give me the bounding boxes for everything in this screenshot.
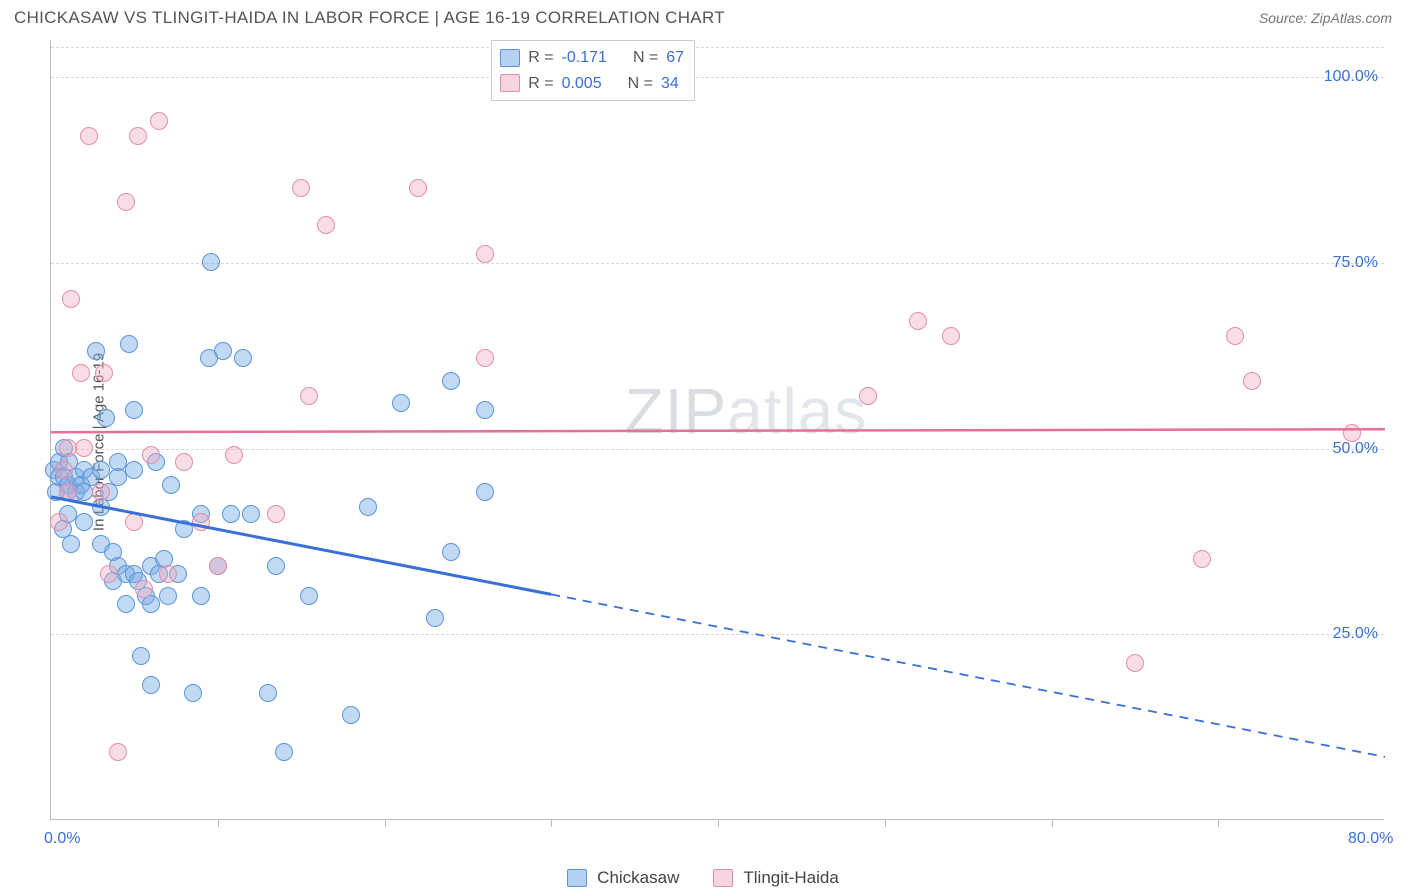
r-value: 0.005 <box>562 71 602 97</box>
trend-line-pink <box>51 429 1385 432</box>
correlation-chart: In Labor Force | Age 16-19 25.0%50.0%75.… <box>14 32 1392 852</box>
x-tick-label: 0.0% <box>44 830 80 848</box>
x-tick <box>385 819 386 827</box>
x-tick <box>218 819 219 827</box>
x-tick-label: 80.0% <box>1348 830 1393 848</box>
legend-label: Tlingit-Haida <box>743 868 838 888</box>
r-label: R = <box>528 71 553 97</box>
trend-line-blue-extrapolated <box>551 594 1385 757</box>
plot-area: 25.0%50.0%75.0%100.0%ZIPatlasR =-0.171N … <box>50 40 1384 820</box>
swatch-pink <box>713 869 733 887</box>
stats-row-blue: R = -0.171 N = 67 <box>500 45 684 71</box>
n-value: 34 <box>661 71 679 97</box>
source-attribution: Source: ZipAtlas.com <box>1259 10 1392 26</box>
swatch-pink <box>500 74 520 92</box>
n-label: N = <box>633 45 658 71</box>
stats-row-pink: R = 0.005 N = 34 <box>500 71 684 97</box>
series-legend: Chickasaw Tlingit-Haida <box>0 868 1406 888</box>
n-value: 67 <box>666 45 684 71</box>
chart-title: CHICKASAW VS TLINGIT-HAIDA IN LABOR FORC… <box>14 8 725 28</box>
n-label: N = <box>628 71 653 97</box>
legend-item-pink: Tlingit-Haida <box>713 868 838 888</box>
x-tick <box>1218 819 1219 827</box>
legend-label: Chickasaw <box>597 868 679 888</box>
r-value: -0.171 <box>562 45 607 71</box>
stats-legend: R =-0.171N =67R =0.005N =34 <box>491 40 695 101</box>
x-tick <box>718 819 719 827</box>
trend-line-blue <box>51 497 551 594</box>
swatch-blue <box>567 869 587 887</box>
x-tick <box>885 819 886 827</box>
x-tick <box>1052 819 1053 827</box>
trend-lines <box>51 40 1385 820</box>
swatch-blue <box>500 49 520 67</box>
legend-item-blue: Chickasaw <box>567 868 679 888</box>
x-tick <box>551 819 552 827</box>
r-label: R = <box>528 45 553 71</box>
